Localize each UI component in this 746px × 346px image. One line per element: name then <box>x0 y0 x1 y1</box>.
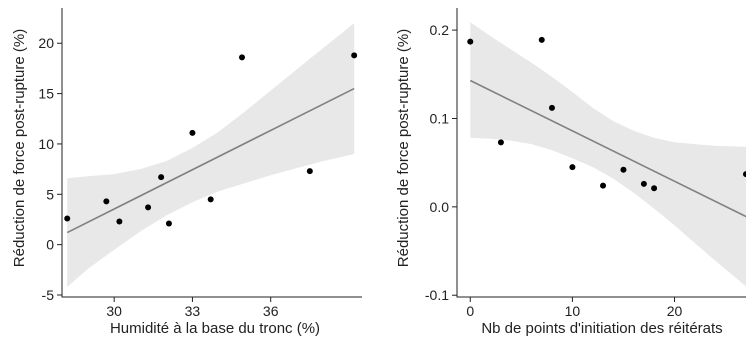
data-point <box>620 167 626 173</box>
x-ticks: 0 10 20 <box>466 297 682 319</box>
data-point <box>641 181 647 187</box>
x-tick-label: 10 <box>565 303 581 319</box>
data-point <box>145 204 151 210</box>
y-tick-label: 0.1 <box>430 110 450 126</box>
x-axis-title: Nb de points d'initiation des réitérats <box>481 320 722 337</box>
data-point <box>651 185 657 191</box>
data-point <box>467 39 473 45</box>
x-tick-label: 20 <box>667 303 683 319</box>
y-tick-label: 15 <box>38 86 54 102</box>
data-point <box>351 52 357 58</box>
y-axis-title: Réduction de force post-rupture (%) <box>11 29 28 267</box>
panel-initiation-points: 0 10 20 -0.1 0.0 0.1 0.2 Nb de points d'initi… <box>395 8 746 337</box>
data-point <box>549 105 555 111</box>
data-point <box>189 130 195 136</box>
data-point <box>64 215 70 221</box>
data-point <box>307 168 313 174</box>
data-point <box>103 198 109 204</box>
data-point <box>498 139 504 145</box>
data-point <box>539 37 545 43</box>
y-tick-label: -5 <box>42 287 55 303</box>
y-tick-label: -0.1 <box>425 287 449 303</box>
x-tick-label: 33 <box>185 303 201 319</box>
confidence-band-area <box>67 23 354 287</box>
x-ticks: 30 33 36 <box>106 297 278 319</box>
x-axis-title: Humidité à la base du tronc (%) <box>110 320 320 337</box>
data-point <box>158 174 164 180</box>
y-tick-label: 10 <box>38 136 54 152</box>
y-tick-label: 0.2 <box>430 22 450 38</box>
data-point <box>239 54 245 60</box>
y-tick-label: 5 <box>46 186 54 202</box>
x-tick-label: 0 <box>466 303 474 319</box>
data-point <box>208 196 214 202</box>
data-point <box>569 164 575 170</box>
x-tick-label: 30 <box>106 303 122 319</box>
y-tick-label: 0 <box>46 237 54 253</box>
x-tick-label: 36 <box>263 303 279 319</box>
data-point <box>116 218 122 224</box>
confidence-band <box>67 23 354 287</box>
confidence-band-area <box>470 22 746 286</box>
y-tick-label: 0.0 <box>430 199 450 215</box>
panel-humidity: 30 33 36 -5 0 5 10 15 20 Humidité à la base du … <box>11 8 362 337</box>
y-axis-title: Réduction de force post-rupture (%) <box>395 29 412 267</box>
y-ticks: -5 0 5 10 15 20 <box>38 35 62 303</box>
data-point <box>600 183 606 189</box>
y-ticks: -0.1 0.0 0.1 0.2 <box>425 22 457 303</box>
y-tick-label: 20 <box>38 35 54 51</box>
data-point <box>166 220 172 226</box>
confidence-band <box>470 22 746 286</box>
